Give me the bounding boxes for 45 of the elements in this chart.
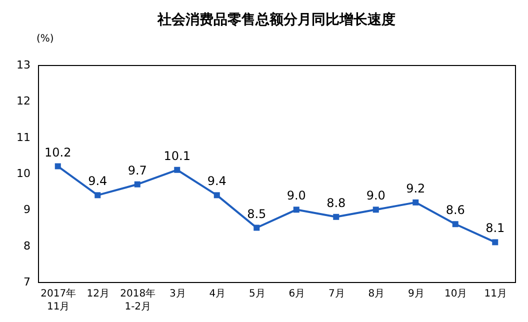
- x-tick-label: 9月: [408, 288, 424, 300]
- point: [174, 166, 180, 173]
- x-tick-label: 3月: [169, 288, 186, 300]
- point: [372, 206, 379, 213]
- data-label: 8.5: [247, 206, 266, 221]
- x-tick-label: 4月: [209, 288, 226, 300]
- x-tick-label: 5月: [248, 288, 266, 300]
- point: [452, 221, 458, 228]
- y-tick-label: 13: [16, 58, 30, 72]
- data-label: 9.0: [286, 188, 306, 203]
- data-label: 9.0: [366, 188, 386, 203]
- y-tick-label: 11: [16, 130, 30, 144]
- data-label: 9.4: [88, 174, 108, 188]
- x-tick-label: 6月: [288, 288, 306, 300]
- y-tick-label: 10: [16, 167, 30, 180]
- point: [54, 163, 61, 170]
- y-tick-label: 12: [16, 94, 30, 108]
- x-tick-label: 12月: [86, 288, 110, 300]
- point: [94, 192, 101, 198]
- y-tick-label: 9: [24, 203, 30, 216]
- data-label: 9.4: [207, 174, 226, 188]
- x-tick-label: 8月: [368, 288, 385, 300]
- data-label: 8.8: [326, 196, 346, 210]
- point: [293, 206, 300, 213]
- point: [254, 224, 260, 231]
- data-label: 8.6: [446, 203, 465, 218]
- data-label: 10.1: [164, 148, 190, 163]
- y-tick-label: 8: [24, 239, 30, 252]
- point: [412, 199, 419, 206]
- x-tick-label: 10月: [444, 288, 468, 300]
- data-label: 8.1: [486, 221, 505, 236]
- x-tick-label: 7月: [328, 288, 345, 300]
- x-tick-label: 2017年 11月: [40, 288, 76, 312]
- point: [333, 214, 340, 220]
- data-label: 10.2: [44, 145, 72, 160]
- x-tick-label: 11月: [484, 288, 507, 300]
- point: [214, 192, 220, 198]
- y-tick-label: 7: [24, 276, 30, 288]
- x-tick-label: 2018年 1-2月: [120, 288, 156, 312]
- y-axis-title: (%): [36, 34, 54, 44]
- chart-title: 社会消费品零售总额分月同比增长速度: [156, 11, 396, 28]
- point: [492, 239, 498, 246]
- data-label: 9.2: [406, 181, 426, 196]
- point: [134, 181, 140, 188]
- data-label: 9.7: [128, 163, 147, 178]
